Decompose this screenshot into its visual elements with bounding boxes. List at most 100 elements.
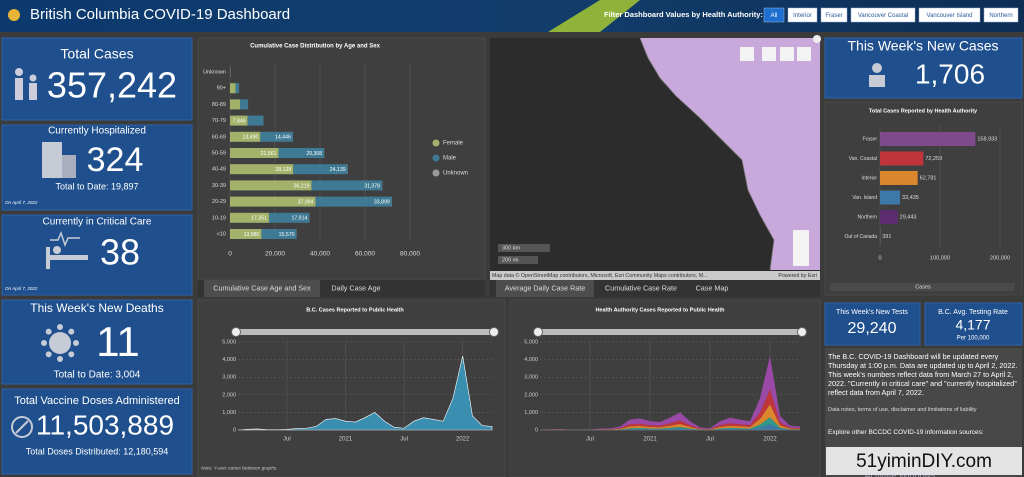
- data-label: 21,561: [261, 151, 277, 157]
- filter-button-label[interactable]: Vancouver Island: [927, 13, 973, 19]
- icon: [45, 328, 52, 335]
- slider-handle[interactable]: [231, 327, 241, 337]
- card-title: Total Vaccine Doses Administered: [14, 395, 180, 407]
- data-label: 7,846: [233, 118, 246, 124]
- icon: [48, 255, 88, 260]
- filter-button[interactable]: [918, 7, 981, 23]
- slider-handle[interactable]: [797, 327, 807, 337]
- scale-bar: [498, 244, 550, 252]
- y-tick-label: 4,000: [222, 357, 236, 363]
- filter-button[interactable]: [820, 7, 848, 23]
- bar: [880, 171, 918, 185]
- y-tick-label: 2,000: [524, 392, 538, 398]
- map-attribution: Map data © OpenStreetMap contributors, M…: [492, 272, 708, 279]
- bar-segment: [230, 229, 262, 239]
- tab-active[interactable]: [496, 280, 594, 297]
- x-tick-label: 20,000: [265, 251, 285, 258]
- x-tick-label: Jul: [400, 437, 408, 443]
- map-zoom[interactable]: [793, 230, 809, 266]
- data-label: 36,219: [294, 183, 310, 189]
- chart-title: Total Cases Reported by Health Authority: [869, 108, 978, 114]
- data-label: 20,308: [306, 151, 322, 157]
- legend-swatch: [432, 154, 440, 162]
- map-control[interactable]: [740, 47, 754, 61]
- card-value: 357,242: [47, 65, 177, 106]
- card-value: 38: [100, 232, 140, 273]
- icon: [29, 74, 37, 82]
- bar-segment: [269, 212, 310, 223]
- card-title: This Week's New Cases: [847, 38, 998, 54]
- map-attribution-bar: [490, 271, 820, 280]
- info-panel: The B.C. COVID-19 Dashboard will be upda…: [828, 352, 1018, 436]
- bar-segment: [230, 164, 294, 175]
- icon: [41, 340, 47, 346]
- icon: [62, 155, 76, 178]
- y-tick-label: Interior: [861, 175, 877, 181]
- slider-handle[interactable]: [533, 327, 543, 337]
- icon: [46, 247, 50, 269]
- tab[interactable]: Average Daily Case Rate: [505, 283, 586, 292]
- bar-segment: [230, 83, 236, 94]
- icon: [73, 340, 79, 346]
- range-slider[interactable]: [236, 329, 494, 335]
- tab-active[interactable]: [204, 280, 320, 297]
- header-title: British Columbia COVID-19 Dashboard: [30, 6, 290, 23]
- card-tests: [824, 302, 921, 346]
- map-border: [639, 37, 775, 271]
- tab[interactable]: Case Map: [696, 283, 729, 292]
- bar-segment: [240, 99, 248, 110]
- map-expand[interactable]: [813, 35, 821, 43]
- x-tick-label: 100,000: [930, 255, 950, 261]
- filter-button[interactable]: [763, 7, 785, 23]
- card-value: 1,706: [915, 58, 985, 89]
- legend-label: Female: [443, 141, 464, 147]
- icon: [15, 68, 23, 76]
- filter-button-label[interactable]: All: [771, 13, 778, 19]
- y-tick-label: 60-69: [212, 134, 226, 140]
- icon: [869, 75, 885, 87]
- tab[interactable]: Cumulative Case Rate: [605, 283, 677, 292]
- filter-button-label[interactable]: Vancouver Coastal: [858, 13, 908, 19]
- filter-button[interactable]: [850, 7, 916, 23]
- icon: [45, 351, 52, 358]
- info-link[interactable]: Data notes, terms of use, disclaimer and…: [828, 407, 977, 413]
- scale-label: 200 mi: [502, 257, 519, 263]
- icon: [68, 328, 75, 335]
- filter-button-label[interactable]: Northern: [989, 13, 1012, 19]
- map-control[interactable]: [762, 47, 776, 61]
- chart-note: Note: Y-axis varies between graphs.: [201, 465, 278, 471]
- watermark-bg: [826, 447, 1022, 475]
- data-label: 14,446: [275, 135, 291, 141]
- icon: [57, 324, 63, 330]
- x-tick-label: 0: [878, 255, 881, 261]
- card-testing-rate: [924, 302, 1023, 346]
- logo: [8, 9, 20, 21]
- map-control[interactable]: [780, 47, 794, 61]
- card-subtitle: Total to Date: 3,004: [54, 370, 141, 381]
- bar-segment: [235, 83, 239, 94]
- x-tick-label: 60,000: [355, 251, 375, 258]
- slider-handle[interactable]: [489, 327, 499, 337]
- filter-button-label[interactable]: Fraser: [825, 13, 842, 19]
- bar: [880, 190, 901, 205]
- map-control[interactable]: [797, 47, 811, 61]
- y-tick-label: Unknown: [203, 69, 226, 75]
- range-slider[interactable]: [538, 329, 802, 335]
- data-label: 72,259: [925, 156, 942, 162]
- y-tick-label: 90+: [217, 86, 226, 92]
- tab[interactable]: Cumulative Case Age and Sex: [213, 283, 311, 292]
- filter-button[interactable]: [787, 7, 818, 23]
- filter-button-label[interactable]: Interior: [793, 13, 812, 19]
- bar-segment: [247, 115, 264, 126]
- tab[interactable]: Daily Case Age: [331, 283, 380, 292]
- scale-bar: [498, 256, 538, 264]
- y-tick-label: 70-79: [212, 118, 226, 124]
- filter-button[interactable]: [983, 7, 1019, 23]
- x-tick-label: 80,000: [400, 251, 420, 258]
- y-tick-label: 5,000: [222, 339, 236, 345]
- y-tick-label: 40-49: [212, 167, 226, 173]
- icon: [872, 63, 882, 73]
- card-subtitle: Total to Date: 19,897: [55, 181, 138, 191]
